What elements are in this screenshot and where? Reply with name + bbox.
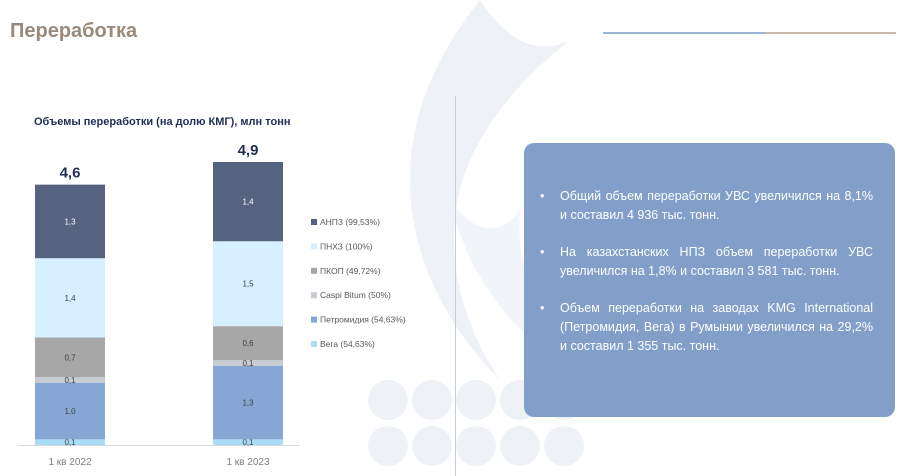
bar-segment [213,241,283,327]
data-label: 0,1 [64,438,76,447]
data-label: 1,4 [242,198,254,207]
legend-label: Caspi Bitum (50%) [320,290,391,300]
header-rule-blue [603,32,766,34]
x-tick-label: 1 кв 2023 [226,457,269,468]
bar-segment [213,365,283,440]
legend-swatch [311,292,317,299]
x-tick-label: 1 кв 2022 [48,457,91,468]
bar-segment [35,382,105,440]
legend-label: ПНХЗ (100%) [320,241,373,251]
data-label: 1,0 [64,407,76,416]
bar-segment [213,326,283,361]
data-label: 1,5 [242,280,254,289]
data-label: 1,3 [242,399,254,408]
chart-title: Объемы переработки (на долю КМГ), млн то… [34,116,291,128]
data-label: 0,7 [64,353,76,362]
legend-label: Вега (54,63%) [320,339,375,349]
bar-segment [35,377,105,383]
legend-label: ПКОП (49,72%) [320,266,381,276]
bar-segment [213,360,283,366]
data-label: 1,3 [64,217,76,226]
bar-segment [35,184,105,259]
summary-bullet: На казахстанских НПЗ объем переработки У… [538,243,873,281]
legend-swatch [311,341,317,347]
summary-box: Общий объем переработки УВС увеличился н… [524,143,895,417]
data-label: 0,1 [242,359,254,368]
bar-segment [35,439,105,445]
bar-total: 4,9 [238,142,259,159]
bar-total: 4,6 [60,165,81,182]
summary-bullet: Объем переработки на заводах KMG Interna… [538,299,873,356]
data-label: 0,6 [242,339,254,348]
summary-bullet: Общий объем переработки УВС увеличился н… [538,187,873,225]
bar-segment [35,258,105,338]
page-title: Переработка [10,20,138,42]
legend-swatch [311,316,317,323]
legend-swatch [311,267,317,274]
bar-segment [213,162,283,242]
data-label: 1,4 [64,294,76,303]
legend-label: АНПЗ (99,53%) [320,217,380,227]
legend-label: Петромидия (54,63%) [320,315,406,325]
bar-segment [35,337,105,378]
header-rule-tan [766,32,896,34]
vertical-divider [455,96,456,476]
data-label: 0,1 [64,376,76,385]
stacked-bar-chart: 0,1 1,0 0,1 0,7 1,4 1,3 4,6 1 кв 2022 0,1 1,3 0,1 0… [18,142,406,468]
bar-segment [213,439,283,445]
legend-swatch [311,219,317,225]
legend-swatch [311,243,317,250]
data-label: 0,1 [242,438,254,447]
